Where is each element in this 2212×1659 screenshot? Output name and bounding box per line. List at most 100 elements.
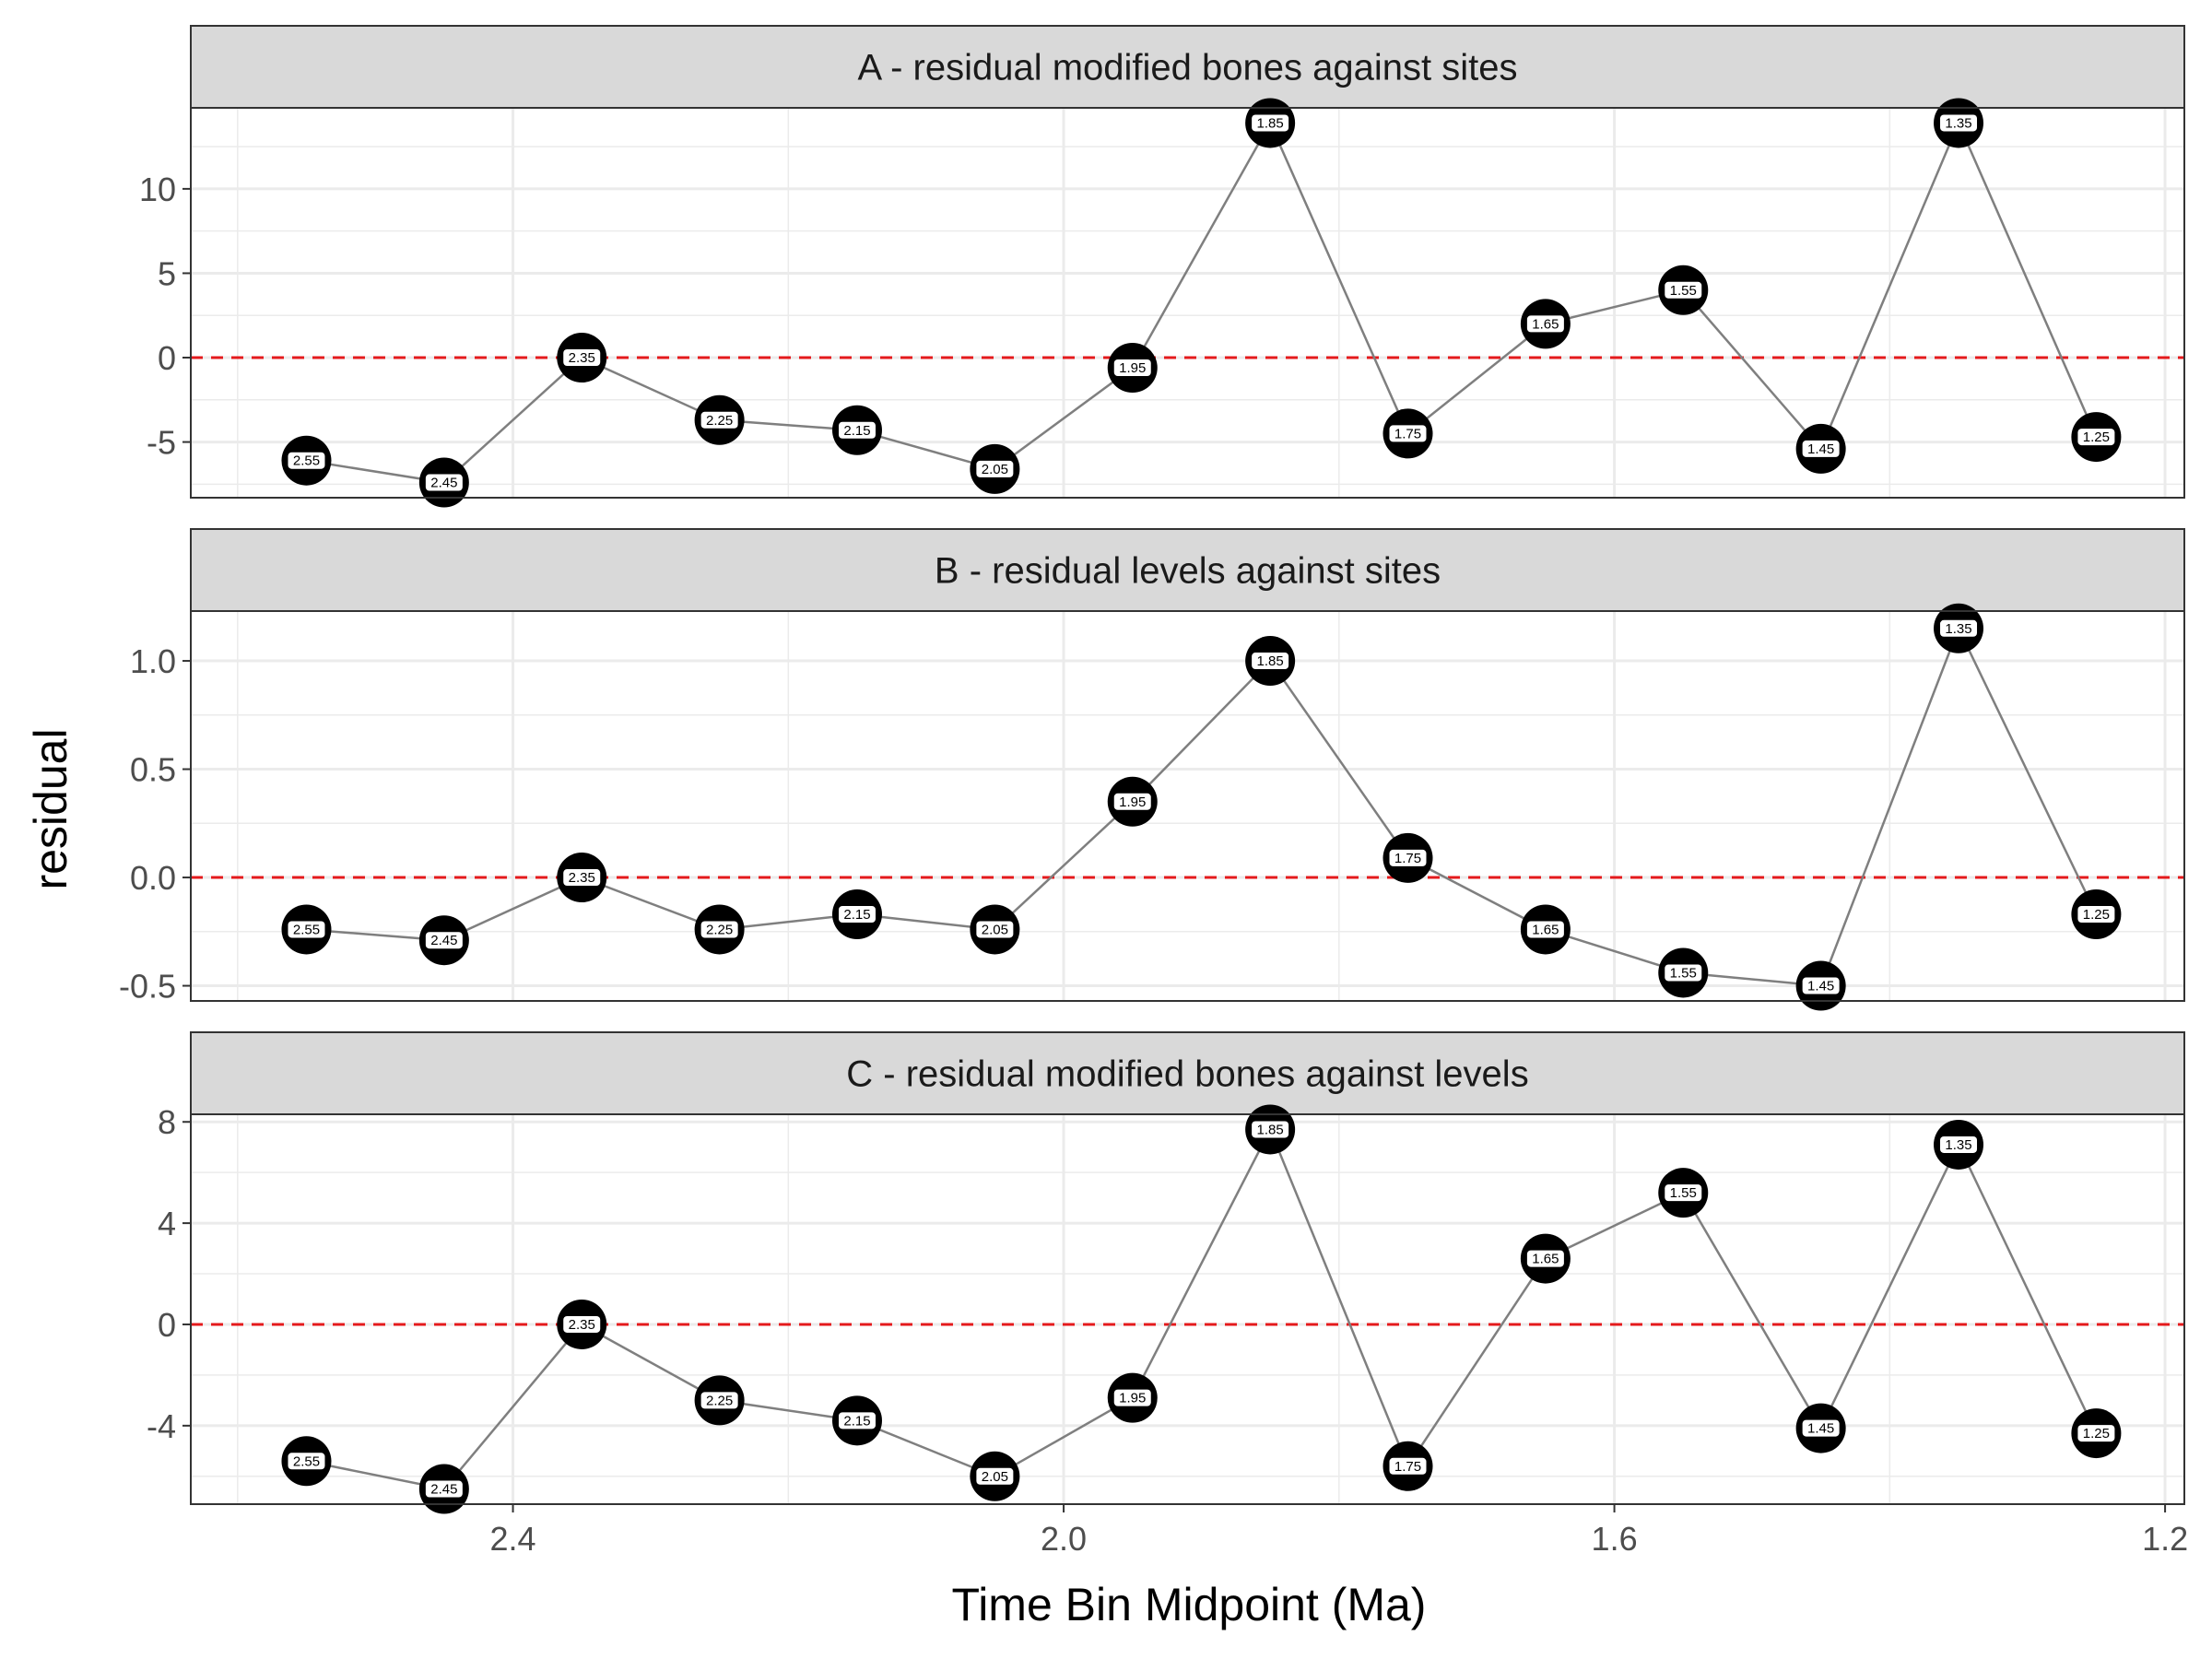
data-label-box <box>1940 114 1978 132</box>
data-label-box <box>1113 1389 1151 1406</box>
data-label: 1.85 <box>1257 1122 1284 1137</box>
data-label-box <box>2077 429 2115 446</box>
data-label: 2.25 <box>706 1393 733 1408</box>
data-label: 1.95 <box>1119 1391 1146 1406</box>
data-label: 1.85 <box>1257 115 1284 131</box>
panel-strip <box>190 528 2185 612</box>
data-label-box <box>1940 619 1978 637</box>
x-tick-label: 1.2 <box>2142 1520 2188 1558</box>
panel-title: A - residual modified bones against site… <box>858 48 1518 88</box>
data-label-box <box>563 869 601 887</box>
data-label: 1.45 <box>1807 979 1834 994</box>
data-label-box <box>838 421 876 439</box>
data-label: 2.55 <box>293 922 320 937</box>
data-label-box <box>425 932 463 949</box>
data-label-box <box>838 1412 876 1430</box>
panel-a: A - residual modified bones against site… <box>139 25 2185 508</box>
data-label: 2.25 <box>706 922 733 937</box>
plot-background <box>191 108 2184 498</box>
data-label: 1.35 <box>1945 1137 1971 1153</box>
y-tick-label: 0 <box>158 339 176 377</box>
data-label: 1.75 <box>1394 426 1421 441</box>
panel-border <box>190 1113 2185 1505</box>
plot-background <box>191 611 2184 1001</box>
y-tick-label: -0.5 <box>119 968 176 1006</box>
data-label-box <box>1665 964 1702 982</box>
data-label: 1.55 <box>1670 965 1697 981</box>
data-label-box <box>700 921 738 938</box>
data-label: 2.35 <box>569 1317 595 1333</box>
data-label-box <box>1940 1135 1978 1153</box>
data-label-box <box>2077 906 2115 923</box>
data-label: 1.45 <box>1807 1421 1834 1437</box>
data-label-box <box>838 906 876 923</box>
data-label-box <box>563 349 601 367</box>
panel-title: C - residual modified bones against leve… <box>846 1054 1528 1095</box>
y-axis-title: residual <box>25 728 76 889</box>
data-label: 1.45 <box>1807 441 1834 457</box>
series-line <box>306 120 2098 484</box>
data-label-box <box>288 921 325 938</box>
data-label: 2.15 <box>843 1413 870 1429</box>
data-label: 2.15 <box>843 423 870 439</box>
data-label-box <box>1665 281 1702 299</box>
data-label: 1.85 <box>1257 653 1284 669</box>
data-label-box <box>976 921 1014 938</box>
data-label-box <box>1526 1250 1564 1267</box>
panel-strip <box>190 1031 2185 1115</box>
y-tick-label: 0.0 <box>130 859 176 897</box>
data-label-box <box>1113 793 1151 810</box>
y-tick-label: -5 <box>147 424 176 462</box>
data-label: 1.35 <box>1945 621 1971 637</box>
y-tick-label: 0 <box>158 1306 176 1344</box>
data-label-box <box>1526 921 1564 938</box>
data-label-box <box>425 1480 463 1498</box>
y-tick-label: 8 <box>158 1103 176 1141</box>
series-line <box>306 1126 2098 1490</box>
data-label-box <box>700 1392 738 1409</box>
data-label-box <box>288 452 325 469</box>
data-label-box <box>976 1467 1014 1485</box>
x-tick-label: 1.6 <box>1592 1520 1638 1558</box>
data-label: 2.05 <box>982 1469 1008 1485</box>
y-tick-label: 5 <box>158 254 176 292</box>
data-label-box <box>1113 359 1151 376</box>
data-label: 1.65 <box>1532 316 1559 332</box>
y-tick-label: 10 <box>139 171 176 208</box>
data-label: 2.15 <box>843 907 870 923</box>
data-label: 2.25 <box>706 413 733 429</box>
data-label-box <box>1252 1121 1289 1138</box>
panel-strip <box>190 25 2185 109</box>
data-label: 2.45 <box>430 933 457 948</box>
data-label: 1.25 <box>2083 429 2110 445</box>
data-label-box <box>1802 440 1840 457</box>
data-label-box <box>1252 114 1289 132</box>
data-label-box <box>2077 1425 2115 1442</box>
data-label: 1.75 <box>1394 1459 1421 1475</box>
y-tick-label: -4 <box>147 1407 176 1445</box>
data-label-box <box>976 460 1014 477</box>
x-tick-label: 2.4 <box>490 1520 536 1558</box>
data-label: 1.75 <box>1394 851 1421 866</box>
data-label: 1.25 <box>2083 1426 2110 1441</box>
panel-border <box>190 610 2185 1002</box>
plot-background <box>191 1114 2184 1504</box>
data-label-box <box>1802 1419 1840 1437</box>
data-label: 2.35 <box>569 350 595 366</box>
data-label-box <box>1665 1184 1702 1202</box>
x-tick-label: 2.0 <box>1041 1520 1087 1558</box>
data-label: 1.55 <box>1670 283 1697 299</box>
panel-c: C - residual modified bones against leve… <box>147 1031 2185 1514</box>
data-label-box <box>288 1453 325 1470</box>
data-label: 1.95 <box>1119 794 1146 810</box>
data-label: 1.35 <box>1945 115 1971 131</box>
data-label: 1.55 <box>1670 1185 1697 1201</box>
data-label: 1.65 <box>1532 1252 1559 1267</box>
y-tick-label: 4 <box>158 1205 176 1242</box>
data-label: 2.45 <box>430 1482 457 1498</box>
data-label-box <box>563 1315 601 1333</box>
data-label: 1.65 <box>1532 922 1559 937</box>
data-label-box <box>700 411 738 429</box>
data-label: 2.45 <box>430 476 457 491</box>
